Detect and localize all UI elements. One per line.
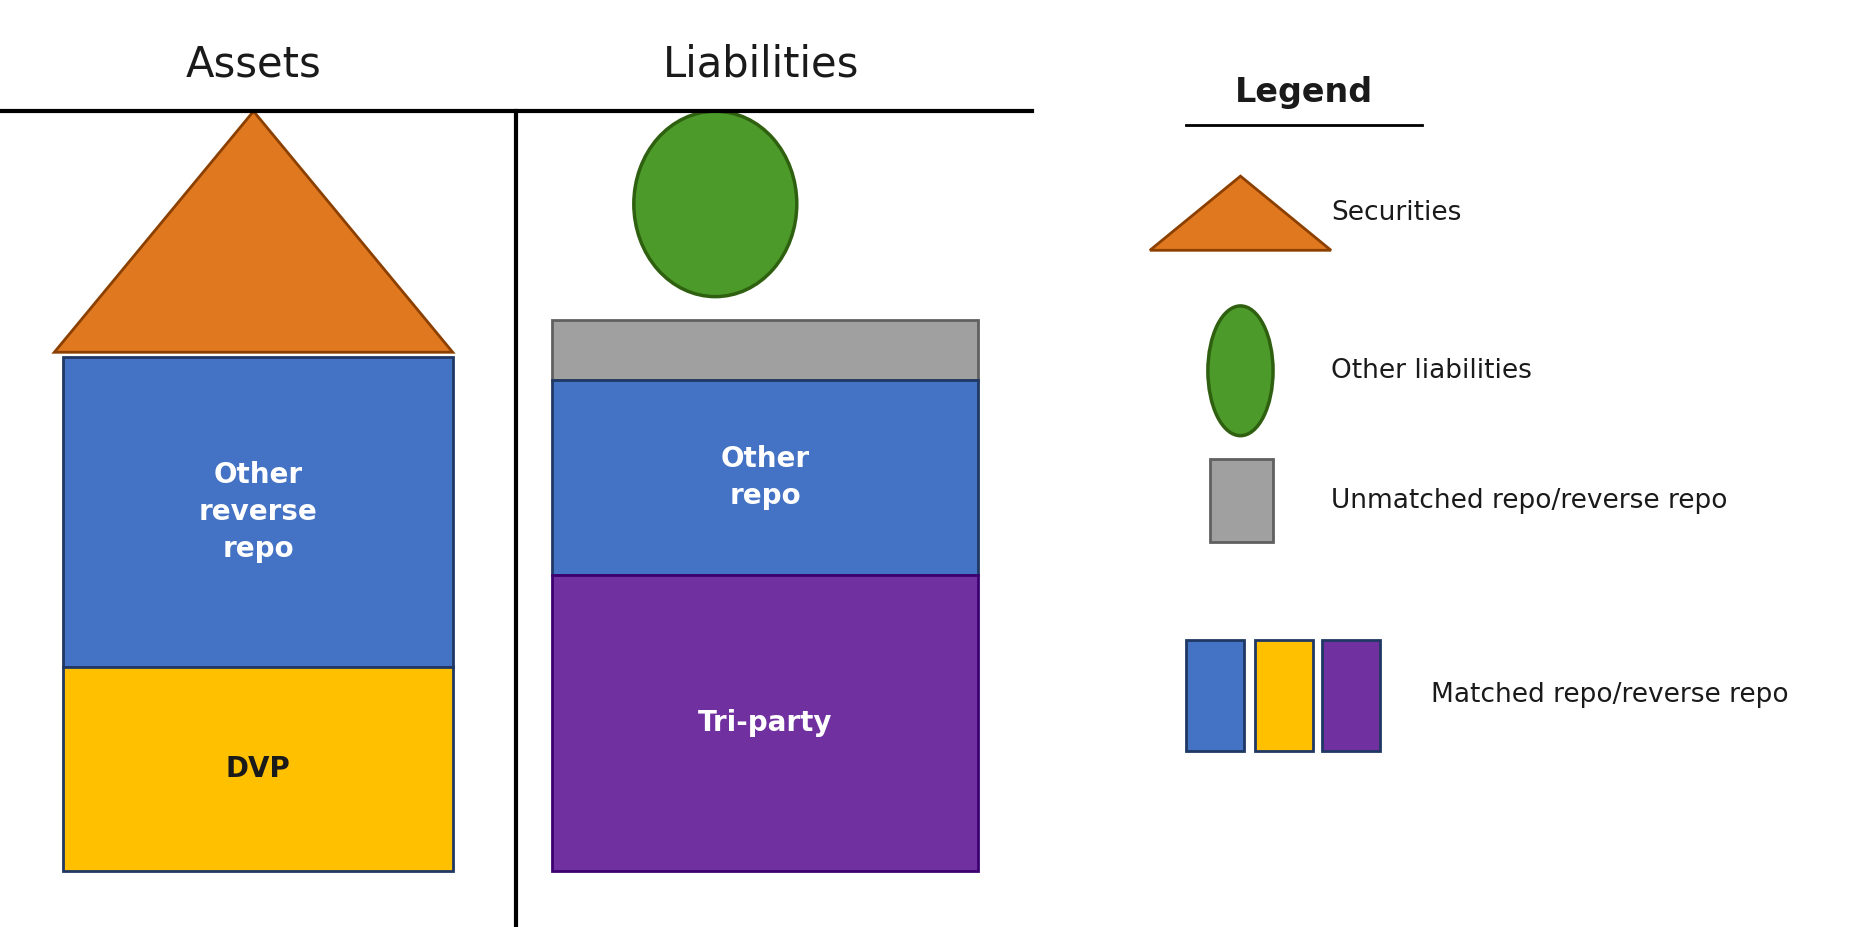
Text: Tri-party: Tri-party bbox=[697, 709, 831, 737]
Bar bbox=[552, 320, 977, 380]
Text: Other
reverse
repo: Other reverse repo bbox=[199, 462, 317, 563]
Text: Liabilities: Liabilities bbox=[662, 44, 857, 86]
Bar bbox=[63, 357, 453, 667]
Ellipse shape bbox=[634, 111, 796, 297]
Polygon shape bbox=[1150, 176, 1331, 250]
Text: Unmatched repo/reverse repo: Unmatched repo/reverse repo bbox=[1331, 488, 1726, 514]
Text: Assets: Assets bbox=[186, 44, 321, 86]
Text: Legend: Legend bbox=[1234, 76, 1372, 109]
Bar bbox=[1210, 459, 1273, 542]
Bar bbox=[63, 667, 453, 871]
Bar bbox=[552, 380, 977, 575]
Text: Other
repo: Other repo bbox=[720, 445, 809, 510]
Bar bbox=[1254, 640, 1312, 751]
Text: DVP: DVP bbox=[226, 756, 291, 783]
Text: Matched repo/reverse repo: Matched repo/reverse repo bbox=[1430, 682, 1788, 708]
Text: Other liabilities: Other liabilities bbox=[1331, 358, 1530, 384]
Bar bbox=[552, 575, 977, 871]
Ellipse shape bbox=[1208, 306, 1273, 436]
Bar bbox=[1322, 640, 1379, 751]
Bar bbox=[1186, 640, 1243, 751]
Polygon shape bbox=[54, 111, 453, 352]
Text: Securities: Securities bbox=[1331, 200, 1461, 226]
